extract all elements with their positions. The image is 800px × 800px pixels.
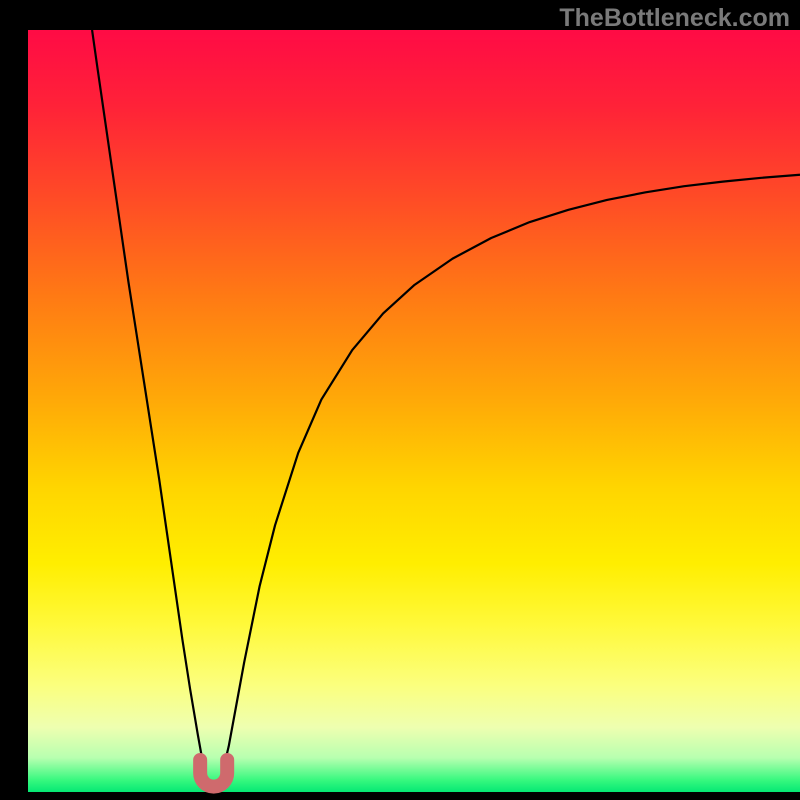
bottleneck-chart [0,0,800,800]
gradient-background [28,30,800,792]
watermark-text: TheBottleneck.com [559,4,790,33]
